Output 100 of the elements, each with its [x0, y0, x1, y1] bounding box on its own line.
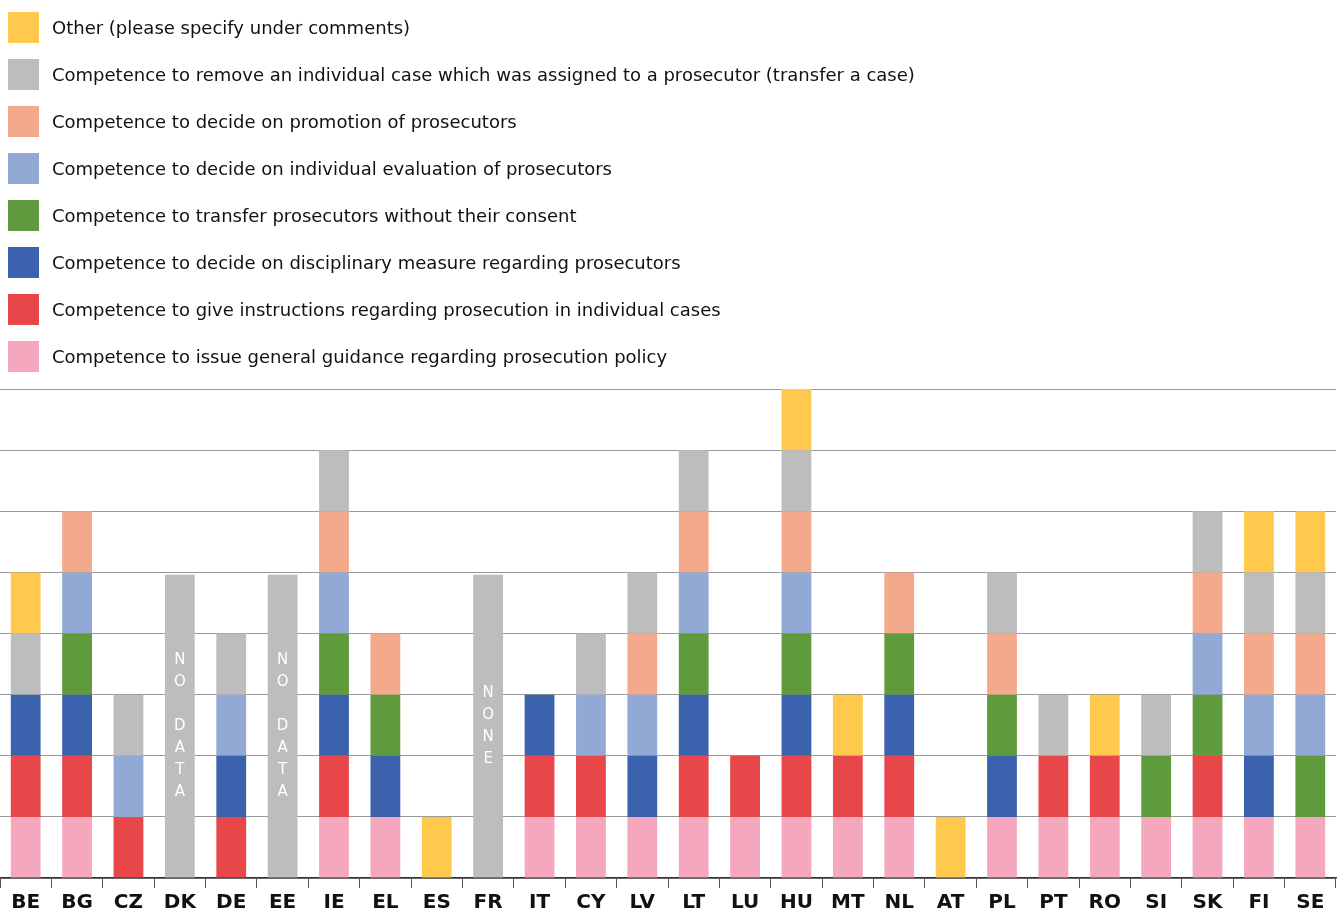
bar [1038, 816, 1069, 878]
bar [216, 694, 247, 756]
bar [781, 694, 812, 756]
x-tick-label: HU [779, 889, 813, 914]
bar [319, 511, 349, 573]
bar [1295, 694, 1326, 756]
bar [62, 511, 92, 573]
bar [1295, 816, 1326, 878]
bar [627, 755, 658, 817]
x-tick-label: BE [11, 889, 41, 914]
x-tick-label: ES [422, 889, 451, 914]
bar [319, 450, 349, 512]
bar [524, 816, 555, 878]
bar [884, 694, 915, 756]
bar [370, 633, 401, 695]
x-tick-label: MT [831, 889, 865, 914]
legend-label: Competence to decide on disciplinary measure regarding prosecutors [52, 252, 681, 273]
bar [678, 572, 709, 634]
bar [987, 816, 1017, 878]
x-tick-label: AT [936, 889, 965, 914]
bar [370, 755, 401, 817]
bar [678, 694, 709, 756]
annotation: NONE [482, 683, 495, 768]
bar [627, 694, 658, 756]
bar [113, 755, 144, 817]
x-tick-label: PT [1039, 889, 1068, 914]
bar [319, 816, 349, 878]
x-tick-label: CZ [113, 889, 144, 914]
x-tick-label: EL [372, 889, 399, 914]
legend-label: Competence to decide on individual evaluation of prosecutors [52, 158, 612, 179]
x-tick-label: FR [473, 889, 503, 914]
bar [524, 694, 555, 756]
text: NO DATA [173, 650, 186, 801]
bar [1089, 755, 1120, 817]
bar [987, 572, 1017, 634]
bar [1244, 633, 1274, 695]
x-tick-label: IT [528, 889, 551, 914]
bar [113, 816, 144, 878]
bar [576, 694, 606, 756]
bar [1141, 694, 1172, 756]
bar [832, 816, 863, 878]
x-tick-label: PL [988, 889, 1016, 914]
bar [1244, 816, 1274, 878]
bar [576, 633, 606, 695]
bar [627, 633, 658, 695]
bar [62, 816, 92, 878]
bar [884, 816, 915, 878]
bar [1295, 511, 1326, 573]
bar [884, 633, 915, 695]
bar [627, 816, 658, 878]
bar [678, 633, 709, 695]
legend-label: Competence to remove an individual case which was assigned to a prosecutor (transfer a case) [52, 64, 915, 85]
bar [10, 816, 41, 878]
bar [1192, 511, 1223, 573]
bar [678, 511, 709, 573]
bar [781, 389, 812, 451]
bar [781, 511, 812, 573]
legend-label: Competence to transfer prosecutors without their consent [52, 205, 577, 226]
bar [781, 816, 812, 878]
bar [319, 755, 349, 817]
bar [216, 633, 247, 695]
bar [1192, 755, 1223, 817]
bar [1038, 755, 1069, 817]
bar [576, 816, 606, 878]
bar [987, 755, 1017, 817]
x-tick-label: NL [884, 889, 915, 914]
bar [319, 633, 349, 695]
legend-label: Other (please specify under comments) [52, 17, 411, 38]
x-tick-label: LU [730, 889, 760, 914]
bar [884, 572, 915, 634]
bar [1192, 694, 1223, 756]
bar [1244, 755, 1274, 817]
bar [1192, 572, 1223, 634]
bar [319, 572, 349, 634]
bar [10, 633, 41, 695]
bar [781, 572, 812, 634]
bar [10, 755, 41, 817]
bar [1295, 633, 1326, 695]
bar [1141, 755, 1172, 817]
x-tick-label: CY [576, 889, 607, 914]
x-tick-label: DE [216, 889, 247, 914]
legend-label: Competence to decide on promotion of prosecutors [52, 111, 517, 132]
bar [576, 755, 606, 817]
x-tick-label: LV [629, 889, 656, 914]
bar [113, 694, 144, 756]
bar [370, 694, 401, 756]
bar [473, 574, 504, 878]
x-tick-label: IE [323, 889, 345, 914]
bar [1295, 572, 1326, 634]
bar [1089, 816, 1120, 878]
bar [62, 633, 92, 695]
bar [10, 572, 41, 634]
bar [267, 574, 298, 878]
bar [164, 574, 195, 878]
bar [370, 816, 401, 878]
bar [730, 816, 760, 878]
x-tick-label: SE [1296, 889, 1325, 914]
bar [1295, 755, 1326, 817]
bar [1141, 816, 1172, 878]
x-tick-label: EE [268, 889, 297, 914]
